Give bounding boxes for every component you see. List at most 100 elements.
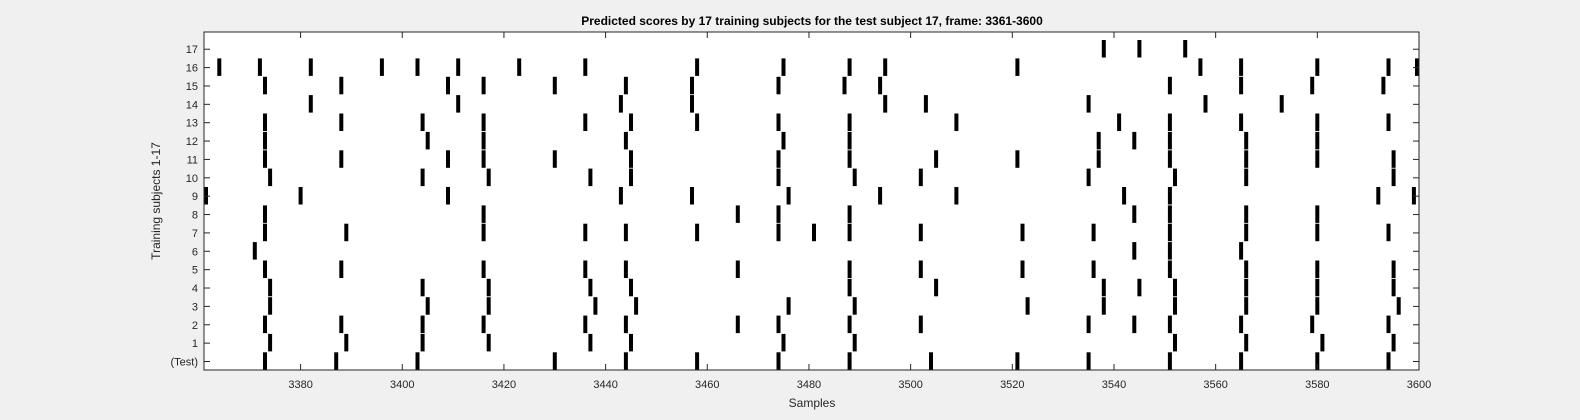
event-mark-row-10-9 [1173,168,1177,187]
event-mark-row-9-6 [878,187,883,205]
event-mark-row-13-11 [1167,113,1172,131]
event-mark-row-10-11 [1391,168,1396,187]
event-mark-row-7-4 [623,223,628,242]
event-mark-row-13-0 [263,113,267,131]
plot-area [204,32,1419,370]
event-mark-row-17-0 [1101,40,1106,58]
event-mark-row-15-12 [1310,76,1315,95]
event-mark-row-8-5 [1132,205,1137,223]
event-mark-row-15-2 [446,76,450,95]
event-mark-row-6-2 [1167,242,1172,260]
event-mark-row-7-6 [776,223,781,242]
event-mark-row-7-5 [695,223,700,242]
event-mark-row-0-7 [847,352,852,370]
event-mark-row-14-3 [690,95,694,113]
y-tick-label-5: 5 [192,265,198,277]
y-tick-label-8: 8 [192,210,198,222]
event-mark-row-4-11 [1315,278,1320,297]
event-mark-row-11-6 [776,150,781,168]
event-mark-row-0-5 [695,352,700,370]
x-axis-ticks: 3380 3400 3420 3440 3460 3480 3500 3520 3540 3560… [288,32,1431,391]
y-tick-label-10: 10 [186,173,198,185]
event-mark-row-0-4 [623,352,628,370]
event-mark-row-12-10 [1315,131,1320,150]
x-axis-label: Samples [789,396,836,410]
event-mark-row-11-8 [934,150,939,168]
event-mark-row-5-0 [263,260,267,278]
event-mark-row-5-12 [1315,260,1320,278]
event-mark-row-10-10 [1244,168,1249,187]
y-tick-label-15: 15 [186,81,198,93]
event-mark-row-2-13 [1239,315,1244,334]
event-mark-row-0-9 [1015,352,1020,370]
event-mark-row-13-10 [1117,113,1122,131]
event-mark-row-13-2 [420,113,425,131]
event-mark-row-15-11 [1239,76,1244,95]
y-tick-label-16: 16 [186,63,198,75]
event-mark-row-12-8 [1167,131,1172,150]
event-mark-row-16-11 [883,58,888,76]
event-mark-row-4-4 [629,278,633,297]
event-mark-row-0-14 [1386,352,1391,370]
event-mark-row-2-11 [1132,315,1137,334]
y-tick-label-7: 7 [192,228,198,240]
y-tick-label-14: 14 [186,99,198,111]
event-mark-row-10-2 [486,168,491,187]
event-mark-row-15-8 [842,76,847,95]
event-mark-row-9-8 [1122,187,1127,205]
event-mark-row-13-12 [1239,113,1244,131]
event-mark-row-6-1 [1132,242,1137,260]
event-mark-row-10-4 [629,168,633,187]
event-mark-row-1-4 [588,333,593,352]
event-mark-row-2-0 [263,315,267,334]
event-mark-row-7-14 [1315,223,1320,242]
event-mark-row-7-0 [263,223,267,242]
event-mark-row-2-14 [1310,315,1315,334]
event-mark-row-11-14 [1391,150,1396,168]
x-tick-label-10: 3580 [1305,379,1329,391]
event-mark-row-0-3 [552,352,557,370]
event-mark-row-7-9 [918,223,923,242]
event-mark-row-1-1 [344,333,349,352]
event-mark-row-1-9 [1244,333,1249,352]
event-mark-row-3-11 [1315,297,1320,315]
event-mark-row-0-8 [929,352,933,370]
x-tick-label-1: 3400 [390,379,414,391]
event-mark-row-15-6 [690,76,694,95]
y-tick-label-2: 2 [192,320,198,332]
event-mark-row-2-8 [847,315,852,334]
event-mark-row-11-2 [446,150,450,168]
event-mark-row-8-7 [1244,205,1249,223]
event-mark-row-3-6 [852,297,857,315]
event-mark-row-10-3 [588,168,593,187]
event-mark-row-7-8 [847,223,852,242]
event-mark-row-14-2 [618,95,623,113]
event-mark-row-11-7 [847,150,852,168]
event-mark-row-11-12 [1244,150,1249,168]
x-tick-label-6: 3500 [898,379,922,391]
event-mark-row-0-6 [776,352,781,370]
event-mark-row-5-11 [1244,260,1249,278]
event-mark-row-3-2 [486,297,491,315]
event-mark-row-7-15 [1386,223,1391,242]
event-mark-row-10-5 [776,168,781,187]
event-mark-row-13-1 [339,113,344,131]
event-mark-row-15-0 [263,76,267,95]
chart-title: Predicted scores by 17 training subjects… [581,14,1043,28]
event-mark-row-5-9 [1091,260,1096,278]
event-mark-row-11-3 [481,150,486,168]
event-mark-row-15-3 [481,76,486,95]
event-mark-row-0-11 [1167,352,1172,370]
event-mark-row-3-7 [1025,297,1030,315]
event-mark-row-8-3 [776,205,781,223]
x-tick-label-8: 3540 [1102,379,1126,391]
event-mark-row-8-1 [481,205,486,223]
event-mark-row-2-1 [339,315,344,334]
event-mark-row-15-1 [339,76,344,95]
event-mark-row-3-0 [268,297,273,315]
event-mark-row-13-5 [629,113,633,131]
event-mark-row-12-0 [263,131,267,150]
event-mark-row-5-8 [1020,260,1025,278]
